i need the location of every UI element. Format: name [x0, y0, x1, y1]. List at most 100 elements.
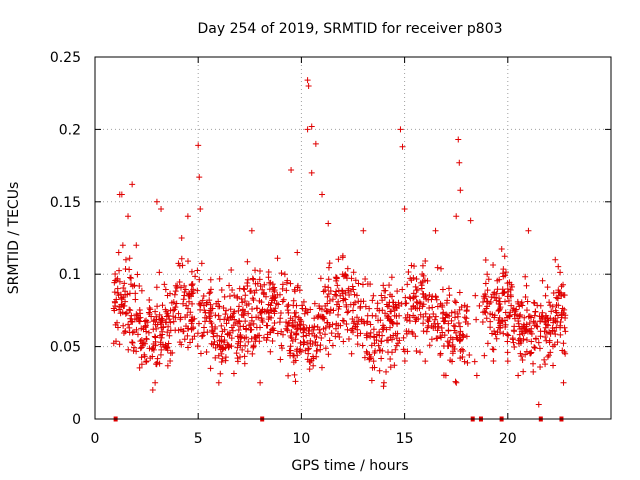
data-point: [116, 341, 123, 348]
data-point: [420, 328, 427, 335]
data-point: [191, 333, 198, 340]
data-point: [561, 292, 568, 299]
data-point: [325, 276, 332, 283]
data-point: [181, 336, 188, 343]
data-point: [419, 262, 426, 269]
data-point: [228, 324, 235, 331]
data-point: [173, 300, 180, 307]
data-point: [291, 288, 298, 295]
data-point: [543, 321, 550, 328]
data-point: [544, 315, 551, 322]
data-point: [181, 282, 188, 289]
data-point: [494, 277, 501, 284]
data-point: [424, 277, 431, 284]
data-point: [374, 300, 381, 307]
data-point: [285, 309, 292, 316]
data-point: [238, 295, 245, 302]
data-point: [417, 311, 424, 318]
data-point: [452, 299, 459, 306]
data-point: [439, 286, 446, 293]
data-point: [463, 308, 470, 315]
data-point: [270, 325, 277, 332]
data-point: [154, 303, 161, 310]
data-point: [422, 257, 429, 264]
data-point: [492, 331, 499, 338]
data-point: [156, 269, 163, 276]
data-point: [186, 291, 193, 298]
data-point: [126, 255, 133, 262]
data-point: [291, 352, 298, 359]
data-point: [238, 334, 245, 341]
data-point: [305, 82, 312, 89]
data-point: [113, 277, 120, 284]
data-point: [314, 342, 321, 349]
data-point: [456, 289, 463, 296]
data-point: [513, 306, 520, 313]
data-point: [181, 289, 188, 295]
data-point: [490, 262, 497, 269]
data-point: [550, 290, 557, 297]
data-point: [375, 342, 382, 349]
data-point: [562, 315, 569, 322]
data-point: [340, 297, 347, 304]
plot-frame: [94, 56, 612, 420]
data-point: [519, 330, 526, 337]
data-point: [560, 379, 567, 386]
data-point: [358, 316, 365, 323]
data-point: [129, 181, 136, 188]
data-point: [376, 367, 383, 374]
data-point: [159, 302, 166, 309]
data-point: [235, 327, 242, 334]
data-point: [448, 309, 455, 316]
y-tick-label: 0.2: [59, 122, 81, 138]
data-point: [491, 328, 498, 335]
data-point: [511, 311, 518, 318]
data-point: [287, 280, 294, 287]
data-point: [413, 316, 420, 323]
data-point: [150, 326, 157, 333]
data-point: [487, 318, 494, 325]
data-point: [305, 327, 312, 334]
data-point: [504, 349, 511, 356]
data-point: [370, 358, 377, 365]
data-point: [218, 322, 225, 329]
data-point: [258, 308, 265, 315]
data-point: [257, 324, 264, 331]
data-point: [290, 323, 297, 330]
data-point: [138, 325, 145, 332]
data-point: [456, 159, 463, 166]
data-point: [367, 329, 374, 336]
data-point: [410, 295, 417, 302]
data-point: [185, 258, 192, 265]
data-point: [248, 227, 255, 234]
data-point: [304, 77, 311, 84]
data-point: [144, 319, 151, 326]
data-point: [528, 314, 535, 321]
data-point: [145, 329, 152, 336]
data-point: [218, 350, 225, 357]
data-point: [348, 275, 355, 282]
data-point: [452, 378, 459, 385]
data-point: [413, 275, 420, 282]
data-point: [231, 308, 238, 315]
data-point: [234, 344, 241, 351]
data-point: [451, 327, 458, 334]
data-point: [288, 334, 295, 341]
data-point: [162, 306, 169, 313]
data-point: [133, 311, 140, 318]
data-point: [196, 300, 203, 307]
data-point: [547, 349, 554, 356]
data-point: [426, 305, 433, 312]
data-point: [411, 263, 418, 270]
data-point: [307, 306, 314, 313]
data-point: [212, 354, 219, 361]
data-point: [266, 286, 273, 293]
data-point: [207, 301, 214, 308]
data-point: [545, 352, 552, 359]
data-point: [244, 258, 251, 265]
data-point: [317, 329, 324, 336]
data-point: [116, 278, 123, 285]
data-point: [383, 326, 390, 333]
x-tick-label: 0: [91, 431, 100, 447]
data-point: [366, 351, 373, 358]
